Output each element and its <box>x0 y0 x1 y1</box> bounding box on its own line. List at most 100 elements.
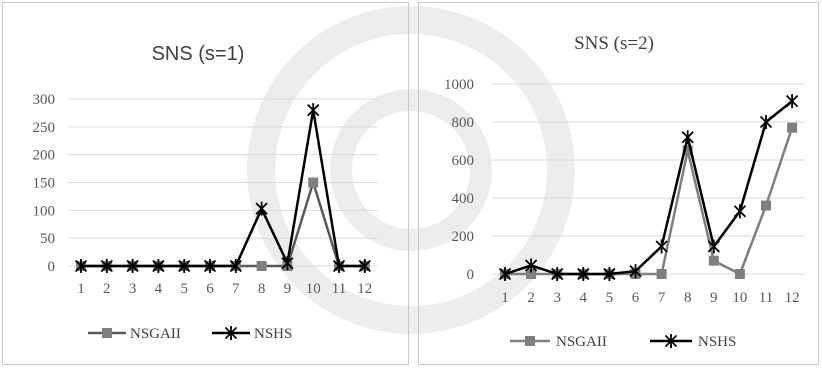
y-axis-ticks: 0 50 100 150 200 250 300 <box>33 92 56 275</box>
x-axis-ticks: 1 2 3 4 5 6 7 8 9 10 11 12 <box>77 281 372 297</box>
data-point-nshs <box>733 204 747 219</box>
chart-frame <box>418 2 819 365</box>
x-tick-label: 5 <box>606 290 614 306</box>
data-point-nshs <box>126 259 139 273</box>
y-tick-label: 200 <box>452 229 475 245</box>
data-point-nshs <box>655 239 668 254</box>
y-tick-label: 600 <box>452 153 475 169</box>
x-tick-label: 1 <box>501 290 509 306</box>
data-point-nshs <box>759 115 773 129</box>
watermark-logo <box>247 6 575 334</box>
legend: NSGAII NSHS <box>510 334 736 350</box>
x-tick-label: 5 <box>180 281 188 297</box>
chart-frame <box>2 2 409 365</box>
legend-item-nshs: NSHS <box>212 326 292 342</box>
data-point-nshs <box>629 264 642 279</box>
x-tick-label: 10 <box>306 281 321 297</box>
star-marker-icon <box>664 334 678 348</box>
data-point-nshs <box>74 259 88 273</box>
x-tick-label: 8 <box>258 281 266 297</box>
x-tick-label: 4 <box>580 290 588 306</box>
square-marker-icon <box>102 328 112 338</box>
y-tick-label: 0 <box>467 267 475 283</box>
data-point-nshs <box>498 267 512 281</box>
chart-title: SNS (s=1) <box>152 43 245 65</box>
x-tick-label: 3 <box>553 290 561 306</box>
data-point-nsgaii <box>656 269 667 279</box>
x-tick-label: 2 <box>527 290 535 306</box>
x-tick-label: 2 <box>103 281 111 297</box>
y-tick-label: 150 <box>33 176 56 192</box>
y-axis-ticks: 0 200 400 600 800 1000 <box>444 77 474 283</box>
y-tick-label: 200 <box>33 148 56 164</box>
data-point-nshs <box>785 94 799 109</box>
data-point-nshs <box>281 256 294 271</box>
data-point-nsgaii <box>682 145 693 156</box>
data-point-nshs <box>332 259 346 273</box>
legend-item-nsgaii: NSGAII <box>510 334 607 350</box>
legend-item-nshs: NSHS <box>650 334 736 350</box>
y-tick-label: 100 <box>33 203 56 219</box>
y-tick-label: 300 <box>33 92 56 108</box>
data-point-nshs <box>577 267 590 281</box>
data-point-nshs <box>203 259 217 273</box>
y-tick-label: 400 <box>452 191 475 207</box>
data-point-nshs <box>707 239 720 254</box>
x-tick-label: 8 <box>684 290 692 306</box>
data-point-nsgaii <box>308 177 319 188</box>
y-tick-label: 800 <box>452 115 475 131</box>
x-tick-label: 11 <box>759 290 773 306</box>
y-tick-label: 0 <box>48 259 56 275</box>
series-line-nshs <box>81 108 365 268</box>
x-tick-label: 7 <box>658 290 666 306</box>
plot-area <box>74 103 371 273</box>
x-tick-label: 9 <box>710 290 718 306</box>
data-point-nshs <box>551 267 564 281</box>
square-marker-icon <box>525 336 535 346</box>
legend-label: NSGAII <box>130 326 181 342</box>
data-point-nshs <box>524 258 538 273</box>
data-point-nshs <box>681 130 694 145</box>
series-line-nshs <box>504 100 793 276</box>
data-point-nsgaii <box>526 269 537 279</box>
data-point-nshs <box>307 103 320 118</box>
series-line-nsgaii <box>81 181 365 268</box>
x-tick-label: 12 <box>785 290 800 306</box>
x-tick-label: 6 <box>206 281 214 297</box>
data-point-nsgaii <box>256 261 267 271</box>
data-point-nsgaii <box>761 200 771 211</box>
x-axis-ticks: 1 2 3 4 5 6 7 8 9 10 11 12 <box>501 290 799 306</box>
legend-label: NSHS <box>254 326 292 342</box>
chart-title: SNS (s=2) <box>574 33 654 54</box>
x-tick-label: 4 <box>155 281 163 297</box>
y-tick-label: 1000 <box>444 77 474 93</box>
y-tick-label: 50 <box>40 231 55 247</box>
x-tick-label: 6 <box>632 290 640 306</box>
data-point-nshs <box>229 259 242 273</box>
x-tick-label: 10 <box>732 290 747 306</box>
data-point-nshs <box>603 267 616 281</box>
data-point-nshs <box>100 259 113 273</box>
star-marker-icon <box>224 326 238 340</box>
data-point-nshs <box>152 259 165 273</box>
x-tick-label: 12 <box>357 281 372 297</box>
x-tick-label: 3 <box>129 281 137 297</box>
data-point-nshs <box>255 201 268 216</box>
x-tick-label: 9 <box>284 281 292 297</box>
data-point-nsgaii <box>734 269 745 279</box>
legend-item-nsgaii: NSGAII <box>88 326 181 342</box>
x-tick-label: 11 <box>332 281 346 297</box>
x-tick-label: 1 <box>77 281 85 297</box>
plot-area <box>498 94 799 281</box>
data-point-nsgaii <box>708 255 719 266</box>
data-point-nsgaii <box>787 122 798 133</box>
legend-label: NSHS <box>698 334 736 350</box>
legend: NSGAII NSHS <box>88 326 292 342</box>
y-tick-label: 250 <box>33 120 56 136</box>
data-point-nshs <box>178 259 191 273</box>
data-point-nshs <box>358 259 371 273</box>
x-tick-label: 7 <box>232 281 240 297</box>
